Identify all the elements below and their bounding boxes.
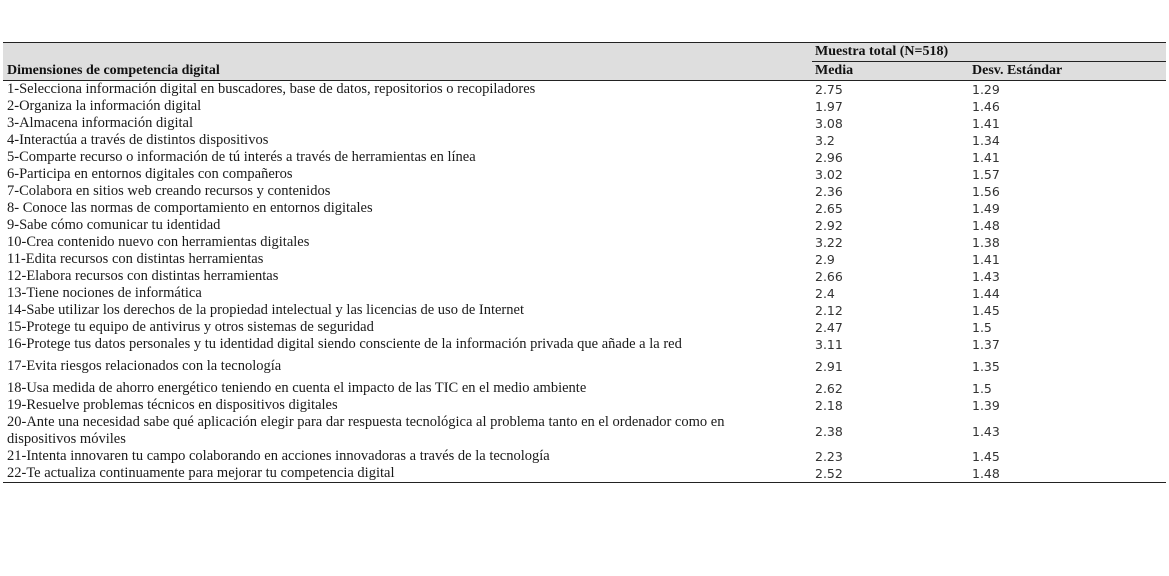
row-label: 5-Comparte recurso o información de tú i…: [7, 149, 476, 165]
row-label: 14-Sabe utilizar los derechos de la prop…: [7, 302, 524, 318]
row-mean: 3.11: [815, 337, 843, 352]
table-row: 14-Sabe utilizar los derechos de la prop…: [3, 302, 1166, 319]
row-mean: 2.38: [815, 423, 843, 439]
row-sd: 1.56: [972, 184, 1000, 199]
row-mean: 2.9: [815, 252, 835, 267]
row-sd: 1.29: [972, 82, 1000, 97]
table-row: 15-Protege tu equipo de antivirus y otro…: [3, 319, 1166, 336]
mean-header: Media: [812, 61, 969, 81]
table-row: 13-Tiene nociones de informática 2.4 1.44: [3, 285, 1166, 302]
row-sd: 1.37: [972, 337, 1000, 352]
row-label: 11-Edita recursos con distintas herramie…: [7, 251, 264, 267]
row-mean: 2.36: [815, 184, 843, 199]
row-mean: 2.23: [815, 449, 843, 464]
header-row-columns: Dimensiones de competencia digital Media…: [3, 61, 1167, 81]
row-label: 19-Resuelve problemas técnicos en dispos…: [7, 397, 338, 413]
row-label: 20-Ante una necesidad sabe qué aplicació…: [7, 414, 725, 447]
table-row: 10-Crea contenido nuevo con herramientas…: [3, 234, 1166, 251]
table-row: 11-Edita recursos con distintas herramie…: [3, 251, 1166, 268]
row-sd: 1.45: [972, 449, 1000, 464]
row-label: 3-Almacena información digital: [7, 115, 194, 131]
row-mean: 2.12: [815, 303, 843, 318]
row-mean: 3.22: [815, 235, 843, 250]
row-sd: 1.57: [972, 167, 1000, 182]
row-sd: 1.5: [972, 320, 992, 335]
table-row: 18-Usa medida de ahorro energético tenie…: [3, 380, 1166, 397]
table-row: 3-Almacena información digital 3.08 1.41: [3, 115, 1166, 132]
row-sd: 1.45: [972, 303, 1000, 318]
header-row-group: Muestra total (N=518): [3, 42, 1167, 62]
row-mean: 1.97: [815, 99, 843, 114]
row-label: 22-Te actualiza continuamente para mejor…: [3, 465, 812, 483]
table-row: 9-Sabe cómo comunicar tu identidad 2.92 1.…: [3, 217, 1166, 234]
row-mean: 2.75: [815, 82, 843, 97]
row-label: 16-Protege tus datos personales y tu ide…: [7, 336, 682, 352]
row-mean: 2.47: [815, 320, 843, 335]
table-row: 19-Resuelve problemas técnicos en dispos…: [3, 397, 1166, 414]
row-sd: 1.43: [972, 269, 1000, 284]
row-sd: 1.41: [972, 252, 1000, 267]
row-mean: 2.66: [815, 269, 843, 284]
row-label: 1-Selecciona información digital en busc…: [7, 81, 536, 97]
table-row: 2-Organiza la información digital 1.97 1.4…: [3, 98, 1166, 115]
row-sd: 1.38: [972, 235, 1000, 250]
table-row: 12-Elabora recursos con distintas herram…: [3, 268, 1166, 285]
row-label: 2-Organiza la información digital: [7, 98, 202, 114]
group-header: Muestra total (N=518): [812, 42, 1167, 62]
row-sd: 1.49: [972, 201, 1000, 216]
row-mean: 2.96: [815, 150, 843, 165]
row-label: 12-Elabora recursos con distintas herram…: [7, 268, 279, 284]
table-row: 22-Te actualiza continuamente para mejor…: [3, 465, 1167, 483]
row-mean: 2.4: [815, 286, 835, 301]
row-sd: 1.34: [972, 133, 1000, 148]
row-label: 10-Crea contenido nuevo con herramientas…: [7, 234, 310, 250]
row-mean: 3.08: [815, 116, 843, 131]
row-mean: 2.18: [815, 398, 843, 413]
row-mean: 2.52: [812, 465, 969, 483]
row-label: 15-Protege tu equipo de antivirus y otro…: [7, 319, 374, 335]
row-sd: 1.48: [969, 465, 1167, 483]
row-sd: 1.35: [972, 359, 1000, 374]
row-sd: 1.46: [972, 99, 1000, 114]
table-row: 5-Comparte recurso o información de tú i…: [3, 149, 1166, 166]
row-label: 7-Colabora en sitios web creando recurso…: [7, 183, 331, 199]
row-mean: 2.91: [815, 359, 843, 374]
row-label: 9-Sabe cómo comunicar tu identidad: [7, 217, 221, 233]
row-mean: 2.62: [815, 381, 843, 396]
table-row: 1-Selecciona información digital en busc…: [3, 81, 1166, 99]
table-row: 20-Ante una necesidad sabe qué aplicació…: [3, 414, 1166, 448]
table-row: 17-Evita riesgos relacionados con la tec…: [3, 353, 1166, 380]
table-row: 21-Intenta innovaren tu campo colaborand…: [3, 448, 1166, 465]
header-blank: [3, 42, 812, 62]
row-sd: 1.44: [972, 286, 1000, 301]
row-label: 17-Evita riesgos relacionados con la tec…: [7, 358, 282, 374]
row-mean: 3.02: [815, 167, 843, 182]
row-sd: 1.48: [972, 218, 1000, 233]
table-row: 6-Participa en entornos digitales con co…: [3, 166, 1166, 183]
row-mean: 2.92: [815, 218, 843, 233]
sd-header: Desv. Estándar: [969, 61, 1167, 81]
dimension-header: Dimensiones de competencia digital: [3, 61, 812, 81]
row-sd: 1.39: [972, 398, 1000, 413]
row-mean: 3.2: [815, 133, 835, 148]
row-label: 8- Conoce las normas de comportamiento e…: [7, 200, 373, 216]
row-label: 13-Tiene nociones de informática: [7, 285, 202, 301]
row-sd: 1.41: [972, 150, 1000, 165]
row-mean: 2.65: [815, 201, 843, 216]
row-sd: 1.41: [972, 116, 1000, 131]
row-label: 4-Interactúa a través de distintos dispo…: [7, 132, 269, 148]
competencia-digital-table: Muestra total (N=518) Dimensiones de com…: [3, 42, 1167, 483]
row-label: 18-Usa medida de ahorro energético tenie…: [7, 380, 587, 396]
table-row: 4-Interactúa a través de distintos dispo…: [3, 132, 1166, 149]
row-sd: 1.43: [972, 423, 1000, 439]
row-sd: 1.5: [972, 381, 992, 396]
table-row: 7-Colabora en sitios web creando recurso…: [3, 183, 1166, 200]
row-label: 21-Intenta innovaren tu campo colaborand…: [7, 448, 550, 464]
table-row: 8- Conoce las normas de comportamiento e…: [3, 200, 1166, 217]
table-row: 16-Protege tus datos personales y tu ide…: [3, 336, 1166, 353]
row-label: 6-Participa en entornos digitales con co…: [7, 166, 293, 182]
